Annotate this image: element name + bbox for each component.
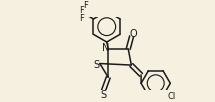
Text: F: F (83, 1, 88, 10)
Text: F: F (79, 14, 84, 23)
Text: O: O (129, 29, 137, 39)
Text: S: S (100, 90, 106, 100)
Text: S: S (93, 60, 99, 70)
Text: Cl: Cl (167, 92, 175, 101)
Text: N: N (102, 43, 109, 53)
Text: F: F (79, 6, 84, 15)
